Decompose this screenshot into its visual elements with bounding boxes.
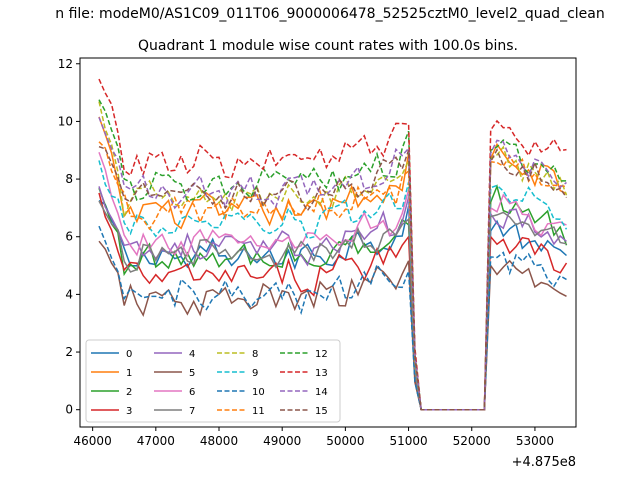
legend-label: 0: [126, 349, 132, 360]
legend-label: 9: [252, 368, 258, 379]
legend-label: 14: [315, 387, 328, 398]
y-tick-label: 8: [65, 172, 73, 186]
series-line-10: [98, 225, 567, 411]
legend-box: [85, 339, 341, 423]
legend-label: 12: [315, 349, 328, 360]
axes-frame: [79, 57, 577, 428]
x-tick-label: 53000: [516, 434, 554, 448]
series-line-9: [98, 160, 568, 411]
legend-label: 1: [126, 368, 132, 379]
x-tick-label: 49000: [263, 434, 301, 448]
x-offset-label: +4.875e8: [512, 455, 576, 470]
legend-label: 13: [315, 368, 328, 379]
legend-label: 5: [189, 368, 195, 379]
plot-area: [98, 78, 568, 411]
legend-label: 11: [252, 406, 265, 417]
y-tick-label: 12: [58, 57, 73, 71]
y-tick-label: 0: [65, 403, 73, 417]
x-tick-label: 48000: [200, 434, 238, 448]
x-tick-label: 52000: [453, 434, 491, 448]
y-axis: 0 2 4 6 8 10 12: [58, 57, 80, 417]
legend-label: 3: [126, 406, 132, 417]
legend-label: 6: [189, 387, 195, 398]
legend-label: 15: [315, 406, 328, 417]
legend-label: 7: [189, 406, 195, 417]
legend-label: 4: [189, 349, 195, 360]
x-axis: 46000 47000 48000 49000 50000 51000 52000 53000: [74, 427, 554, 448]
series-line-8: [98, 101, 568, 411]
y-tick-label: 6: [65, 230, 73, 244]
legend-label: 10: [252, 387, 265, 398]
y-tick-label: 10: [58, 114, 73, 128]
x-tick-label: 50000: [326, 434, 364, 448]
figure-suptitle: n file: modeM0/AS1C09_011T06_9000006478_…: [55, 6, 604, 22]
y-tick-label: 4: [65, 287, 73, 301]
x-tick-label: 51000: [389, 434, 427, 448]
legend-label: 2: [126, 387, 132, 398]
chart-title: Quadrant 1 module wise count rates with …: [138, 38, 518, 54]
x-tick-label: 46000: [74, 434, 112, 448]
x-tick-label: 47000: [137, 434, 175, 448]
y-tick-label: 2: [65, 345, 73, 359]
series-line-15: [98, 145, 568, 411]
legend-label: 8: [252, 349, 258, 360]
